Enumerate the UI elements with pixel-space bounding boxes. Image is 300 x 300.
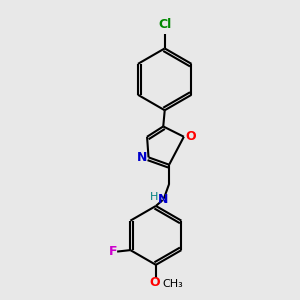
Text: O: O: [149, 276, 160, 289]
Text: O: O: [185, 130, 196, 143]
Text: CH₃: CH₃: [162, 279, 183, 289]
Text: F: F: [109, 245, 117, 258]
Text: N: N: [137, 151, 147, 164]
Text: N: N: [158, 193, 168, 206]
Text: H: H: [150, 192, 158, 202]
Text: Cl: Cl: [158, 18, 171, 31]
